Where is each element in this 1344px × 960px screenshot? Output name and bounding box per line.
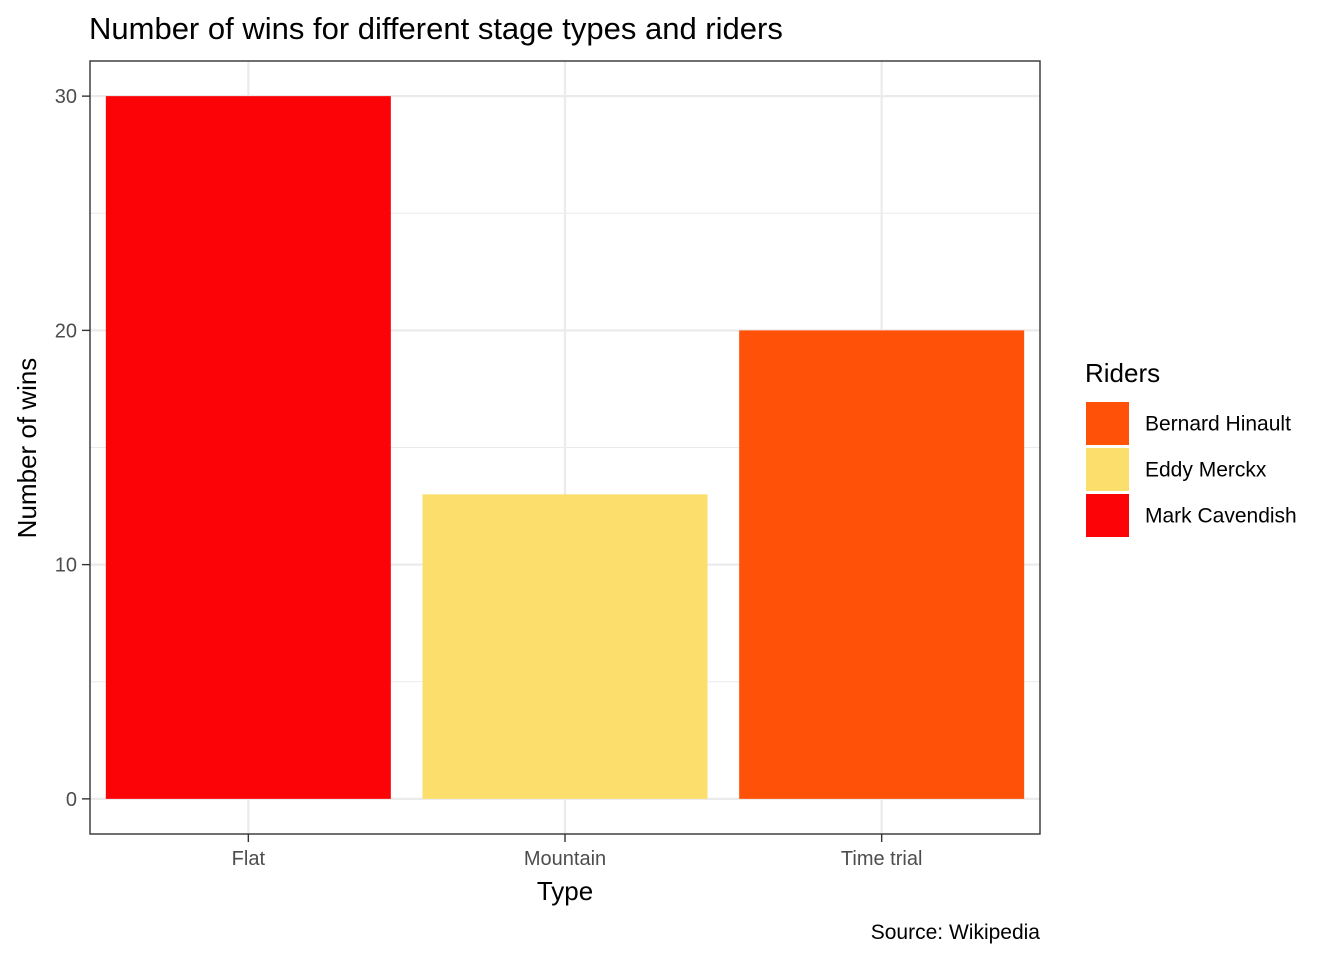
bars xyxy=(105,96,1025,799)
legend-swatch xyxy=(1086,448,1129,491)
legend-label: Eddy Merckx xyxy=(1145,459,1267,482)
y-tick-label: 20 xyxy=(55,320,77,342)
y-axis: 0 10 20 30 xyxy=(55,86,90,811)
x-axis: Flat Mountain Time trial xyxy=(232,834,922,870)
x-tick-label: Flat xyxy=(232,848,266,870)
x-tick-label: Mountain xyxy=(524,848,606,870)
legend-swatch xyxy=(1086,494,1129,537)
bar-time-trial xyxy=(739,330,1025,799)
legend-swatch xyxy=(1086,402,1129,445)
bar-flat xyxy=(105,96,391,799)
x-tick-label: Time trial xyxy=(841,848,922,870)
y-axis-title: Number of wins xyxy=(12,358,42,539)
bar-mountain xyxy=(422,494,708,799)
caption: Source: Wikipedia xyxy=(871,921,1041,944)
legend-items: Bernard Hinault Eddy Merckx Mark Cavendish xyxy=(1086,402,1297,537)
legend-label: Mark Cavendish xyxy=(1145,505,1297,528)
legend-title: Riders xyxy=(1085,358,1160,388)
y-tick-label: 30 xyxy=(55,86,77,108)
plot-panel xyxy=(89,60,1041,835)
chart-title: Number of wins for different stage types… xyxy=(89,11,783,46)
y-tick-label: 0 xyxy=(66,789,77,811)
y-tick-label: 10 xyxy=(55,555,77,577)
x-axis-title: Type xyxy=(537,876,593,906)
legend: Riders Bernard Hinault Eddy Merckx Mark Ca… xyxy=(1085,358,1297,537)
legend-label: Bernard Hinault xyxy=(1145,413,1291,436)
